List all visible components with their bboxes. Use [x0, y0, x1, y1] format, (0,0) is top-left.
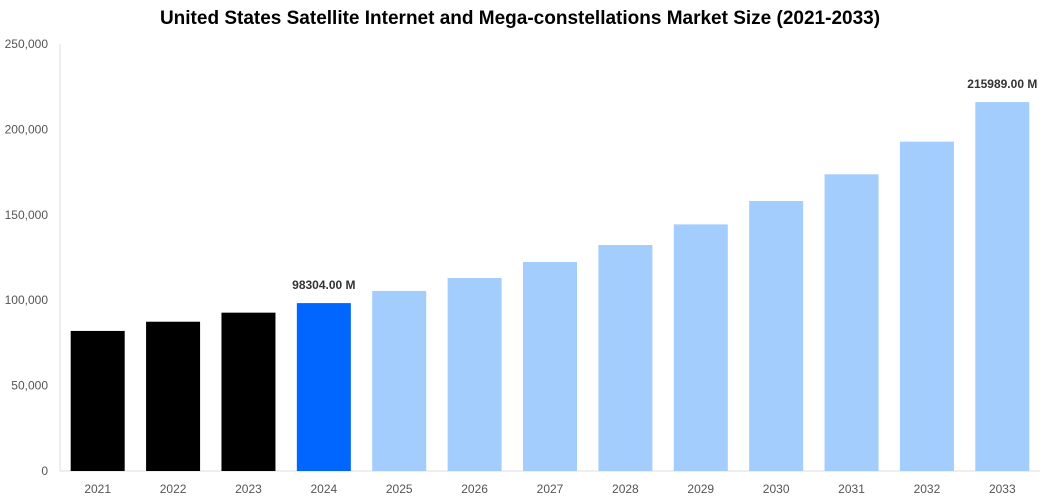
bar-2030	[749, 200, 804, 471]
y-tick-label: 50,000	[11, 379, 48, 393]
y-tick-label: 100,000	[5, 293, 49, 307]
y-tick-label: 150,000	[5, 208, 49, 222]
bar-2033	[975, 102, 1030, 471]
bar-2024	[296, 303, 351, 471]
x-tick-label: 2025	[386, 482, 413, 496]
bar-2032	[899, 141, 954, 471]
x-tick-label: 2023	[235, 482, 262, 496]
bar-2023	[221, 312, 276, 471]
x-tick-label: 2033	[989, 482, 1016, 496]
bar-2021	[70, 330, 125, 471]
chart-title: United States Satellite Internet and Meg…	[159, 8, 881, 29]
bar-2027	[523, 261, 577, 471]
x-tick-label: 2024	[310, 482, 337, 496]
x-tick-label: 2029	[687, 482, 714, 496]
data-label-2024: 98304.00 M	[292, 278, 355, 292]
x-tick-label: 2028	[612, 482, 639, 496]
x-tick-label: 2032	[914, 482, 941, 496]
x-tick-label: 2027	[537, 482, 564, 496]
x-tick-label: 2022	[160, 482, 187, 496]
x-tick-label: 2031	[838, 482, 865, 496]
bar-2028	[598, 245, 653, 471]
x-tick-label: 2030	[763, 482, 790, 496]
bar-2029	[673, 224, 728, 471]
bar-2025	[372, 290, 427, 471]
x-tick-label: 2021	[84, 482, 111, 496]
x-tick-label: 2026	[461, 482, 488, 496]
y-tick-label: 250,000	[5, 37, 49, 51]
bar-2031	[824, 174, 879, 471]
bar-2026	[447, 277, 502, 471]
data-label-2033: 215989.00 M	[967, 77, 1037, 91]
y-tick-label: 0	[41, 464, 48, 478]
y-tick-label: 200,000	[5, 122, 49, 136]
bar-2022	[146, 321, 201, 471]
